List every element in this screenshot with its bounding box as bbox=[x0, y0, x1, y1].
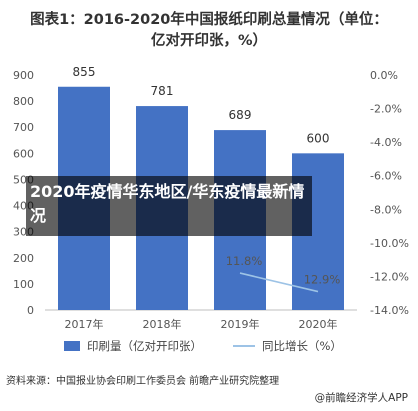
y-left-tick-label: 200 bbox=[13, 252, 34, 265]
growth-line bbox=[239, 272, 319, 293]
legend-bar-label: 印刷量（亿对开印张） bbox=[87, 339, 202, 353]
y-right-tick-label: -8.0% bbox=[370, 203, 402, 216]
legend-bar-swatch bbox=[64, 341, 80, 351]
y-right-tick-label: -12.0% bbox=[370, 270, 409, 283]
y-right-tick-label: -6.0% bbox=[370, 170, 402, 183]
x-tick-label: 2019年 bbox=[221, 317, 260, 331]
line-value-label: 12.9% bbox=[304, 273, 341, 287]
overlay-text: 2020年疫情华东地区/华东疫情最新情况 bbox=[30, 182, 305, 225]
y-left-tick-label: 800 bbox=[13, 95, 34, 108]
y-right-tick-label: 0.0% bbox=[370, 69, 398, 82]
credit-note: @前瞻经济学人APP bbox=[314, 392, 408, 404]
bar-value-label: 855 bbox=[73, 65, 96, 79]
x-tick-label: 2018年 bbox=[143, 317, 182, 331]
overlay-banner bbox=[26, 176, 312, 236]
line-value-label: 11.8% bbox=[226, 254, 263, 268]
y-right-tick-label: -2.0% bbox=[370, 103, 402, 116]
bar-value-label: 781 bbox=[151, 84, 174, 98]
y-left-tick-label: 900 bbox=[13, 69, 34, 82]
y-left-tick-label: 700 bbox=[13, 121, 34, 134]
bar-value-label: 689 bbox=[229, 108, 252, 122]
y-right-tick-label: -10.0% bbox=[370, 237, 409, 250]
y-right-tick-label: -14.0% bbox=[370, 304, 409, 317]
y-left-tick-label: 600 bbox=[13, 147, 34, 160]
y-left-tick-label: 100 bbox=[13, 278, 34, 291]
chart-title: 图表1：2016-2020年中国报纸印刷总量情况（单位：亿对开印张，%） bbox=[30, 12, 388, 49]
source-note: 资料来源：中国报业协会印刷工作委员会 前瞻产业研究院整理 bbox=[6, 376, 280, 387]
legend-line-label: 同比增长（%） bbox=[262, 339, 342, 353]
x-tick-label: 2017年 bbox=[65, 317, 104, 331]
bar-value-label: 600 bbox=[307, 131, 330, 145]
x-tick-label: 2020年 bbox=[299, 317, 338, 331]
y-left-tick-label: 0 bbox=[27, 304, 34, 317]
y-right-tick-label: -4.0% bbox=[370, 136, 402, 149]
